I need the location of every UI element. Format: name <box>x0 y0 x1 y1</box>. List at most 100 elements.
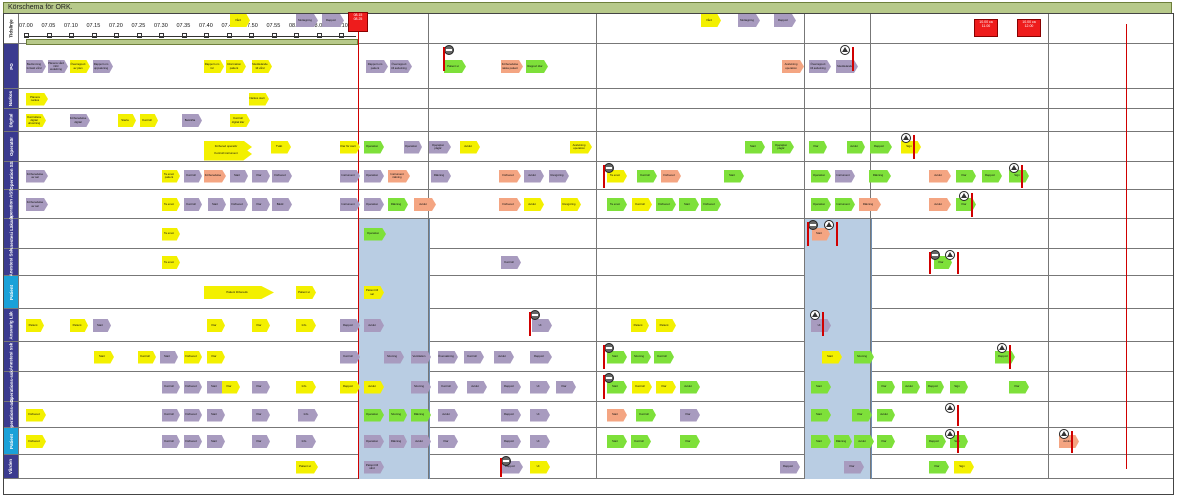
task-chevron[interactable]: Start <box>93 319 111 332</box>
task-chevron[interactable]: Ta emot patient <box>162 169 180 183</box>
task-chevron[interactable]: Rapport <box>501 408 521 422</box>
task-chevron[interactable]: Förbered <box>230 198 248 211</box>
task-chevron[interactable]: Avslut <box>902 380 920 394</box>
task-chevron[interactable]: Sign <box>954 460 974 474</box>
task-chevron[interactable]: Ta emot <box>162 198 180 211</box>
task-chevron[interactable]: Klar <box>956 169 976 183</box>
task-chevron[interactable]: Klar <box>844 460 864 474</box>
task-chevron[interactable]: Klar <box>877 435 895 448</box>
task-chevron[interactable]: Förbered <box>184 380 202 394</box>
task-chevron[interactable]: Ut <box>530 460 550 474</box>
task-chevron[interactable]: Ut <box>530 380 550 394</box>
task-chevron[interactable]: Rapport <box>774 14 796 27</box>
task-chevron[interactable]: Kontroll <box>632 198 652 211</box>
task-chevron[interactable]: Rapport <box>995 350 1015 364</box>
task-chevron[interactable]: Klar <box>438 435 458 448</box>
task-chevron[interactable]: Start <box>207 380 225 394</box>
task-chevron[interactable]: Ta emot <box>162 256 180 269</box>
task-chevron[interactable]: Operation <box>404 140 422 154</box>
task-chevron[interactable]: Patient förbereds <box>204 286 274 299</box>
task-chevron[interactable]: Start <box>207 408 225 422</box>
task-chevron[interactable]: Rapport <box>530 350 552 364</box>
task-chevron[interactable]: Kontroll <box>654 350 674 364</box>
task-chevron[interactable]: Operation <box>364 198 384 211</box>
task-chevron[interactable]: Operation pågår <box>429 140 451 154</box>
task-chevron[interactable]: Klar <box>680 435 700 448</box>
task-chevron[interactable]: Sövning <box>854 350 874 364</box>
task-chevron[interactable]: Övervakning <box>438 350 458 364</box>
task-chevron[interactable]: Info <box>296 319 316 332</box>
task-chevron[interactable]: Start <box>94 350 114 364</box>
task-chevron[interactable]: Mottagning <box>738 14 760 27</box>
task-chevron[interactable]: Instrument <box>340 198 360 211</box>
task-chevron[interactable]: Kontroll <box>138 350 156 364</box>
task-chevron[interactable]: Start <box>679 198 699 211</box>
task-chevron[interactable]: Klar <box>252 319 270 332</box>
task-chevron[interactable]: Sign <box>950 380 968 394</box>
task-chevron[interactable]: Förberedelse nästa patient <box>501 60 523 73</box>
task-chevron[interactable]: Klar <box>556 380 576 394</box>
task-chevron[interactable]: Avslut <box>680 380 700 394</box>
task-chevron[interactable]: Instrument räkning <box>388 169 410 183</box>
task-chevron[interactable]: Kontroll <box>140 114 158 127</box>
task-chevron[interactable]: Start <box>208 198 226 211</box>
task-chevron[interactable]: Ut <box>532 319 552 332</box>
task-chevron[interactable]: Start <box>822 350 842 364</box>
task-chevron[interactable]: Överrapport till avdelning <box>390 60 412 73</box>
task-chevron[interactable]: Planera narkos <box>26 92 48 106</box>
task-chevron[interactable]: Klar <box>929 460 949 474</box>
task-chevron[interactable]: Start <box>811 408 831 422</box>
task-chevron[interactable]: Kontroll <box>636 408 656 422</box>
task-chevron[interactable]: Kontroll digital klar <box>230 114 250 127</box>
task-chevron[interactable]: Patient <box>631 319 649 332</box>
task-chevron[interactable]: Förbered <box>26 408 46 422</box>
task-chevron[interactable]: Operation <box>364 140 384 154</box>
task-chevron[interactable]: Klar <box>222 380 240 394</box>
task-chevron[interactable]: Rapport <box>501 380 521 394</box>
task-chevron[interactable]: Avslut <box>524 169 544 183</box>
task-chevron[interactable]: Förbered <box>701 198 721 211</box>
task-chevron[interactable]: Operation <box>364 435 384 448</box>
task-chevron[interactable]: Avslut <box>494 350 514 364</box>
task-chevron[interactable]: Vård <box>701 14 721 27</box>
task-chevron[interactable]: Patient ut <box>296 460 318 474</box>
task-chevron[interactable]: Förbered <box>184 435 202 448</box>
task-chevron[interactable]: Avslutning operation <box>782 60 804 73</box>
task-chevron[interactable]: Förberedelse <box>204 169 226 183</box>
task-chevron[interactable]: Förbered <box>184 408 202 422</box>
task-chevron[interactable]: Avslut <box>414 198 436 211</box>
task-chevron[interactable]: Kontroll <box>637 169 657 183</box>
task-chevron[interactable]: Sign <box>901 140 921 154</box>
task-chevron[interactable]: Starta <box>118 114 136 127</box>
task-chevron[interactable]: Förbered <box>499 198 521 211</box>
task-chevron[interactable]: Rapport om patient <box>366 60 388 73</box>
task-chevron[interactable]: Information patient <box>226 60 246 73</box>
task-chevron[interactable]: Kontroll instrument <box>204 147 252 161</box>
task-chevron[interactable]: Kontroll <box>184 169 202 183</box>
task-chevron[interactable]: Start <box>812 227 830 241</box>
task-chevron[interactable]: Info <box>296 435 316 448</box>
task-chevron[interactable]: Kontroll <box>631 435 651 448</box>
task-chevron[interactable]: Avslut <box>460 140 480 154</box>
task-chevron[interactable]: Kontroll <box>162 408 180 422</box>
task-chevron[interactable]: Räkning <box>859 198 881 211</box>
task-chevron[interactable]: Start <box>607 435 627 448</box>
task-chevron[interactable]: Förbered <box>661 169 681 183</box>
task-chevron[interactable]: Rapport <box>322 14 344 27</box>
task-chevron[interactable]: Avslut <box>524 198 544 211</box>
task-chevron[interactable]: Rengöring <box>549 169 569 183</box>
task-chevron[interactable]: Operation <box>364 227 386 241</box>
task-chevron[interactable]: Kontroll <box>162 435 180 448</box>
task-chevron[interactable]: Klar <box>877 380 895 394</box>
task-chevron[interactable]: Klar <box>252 408 270 422</box>
task-chevron[interactable]: Klar <box>207 350 225 364</box>
task-chevron[interactable]: Start <box>207 435 225 448</box>
task-chevron[interactable]: Operation pågår <box>772 140 794 154</box>
task-chevron[interactable]: Avslut <box>364 319 384 332</box>
task-chevron[interactable]: Förberedelse digital <box>70 114 90 127</box>
task-chevron[interactable]: Rapport <box>926 380 944 394</box>
task-chevron[interactable]: Bekräfta <box>182 114 202 127</box>
task-chevron[interactable]: Sövning <box>384 350 404 364</box>
task-chevron[interactable]: Operation <box>811 169 831 183</box>
task-chevron[interactable]: Klar <box>252 169 270 183</box>
